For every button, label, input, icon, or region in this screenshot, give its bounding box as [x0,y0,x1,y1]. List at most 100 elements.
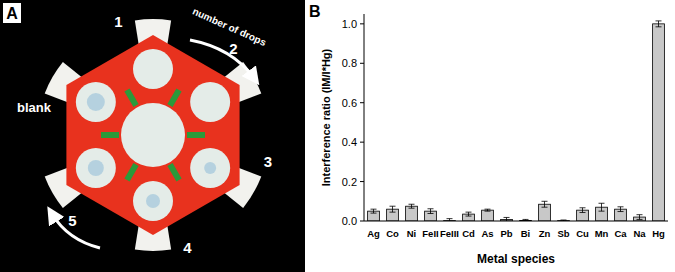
error-cap [637,214,643,215]
spot-label: 5 [68,212,76,229]
error-bar [485,209,491,211]
error-stem [373,209,374,213]
x-tick-label: FeIII [440,228,459,239]
arrow [190,40,254,78]
error-bar [428,209,434,214]
y-tick-label: 0.8 [342,57,357,69]
x-axis [364,221,668,222]
error-cap [580,212,586,213]
error-cap [409,204,415,205]
blue-spot [204,162,216,174]
error-stem [544,201,545,207]
x-tick-label: Mn [595,228,609,239]
detection-zone [76,82,116,122]
error-stem [430,209,431,214]
x-tick-label: Ni [407,228,417,239]
panel-a: 12345blanknumber of dropsA [0,0,305,272]
error-stem [411,204,412,208]
bar [653,24,665,221]
error-stem [582,208,583,213]
error-stem [468,212,469,216]
panel-label-box [3,3,21,23]
error-cap [542,207,548,208]
error-cap [599,203,605,204]
error-cap [428,213,434,214]
error-stem [392,206,393,212]
error-stem [601,203,602,211]
channel [187,132,205,138]
spot-label: 4 [183,239,192,256]
error-cap [618,211,624,212]
x-tick-label: Na [633,228,646,239]
error-cap [637,219,643,220]
x-axis-title: Metal species [477,252,555,266]
hexagon [66,35,239,235]
bar [406,206,418,221]
error-cap [618,206,624,207]
error-cap [447,218,453,219]
y-tick-label: 0.4 [342,136,357,148]
y-tick-label: 0.0 [342,215,357,227]
detection-zone [190,148,230,188]
error-cap [542,201,548,202]
y-tick-label: 0.2 [342,176,357,188]
y-axis-title: Interference ratio (IM/I*Hg) [320,48,332,186]
bars [368,21,665,221]
spot-label: 3 [264,153,272,170]
error-cap [390,206,396,207]
bar [482,210,494,221]
detection-zone [76,148,116,188]
x-tick-label: Bi [521,228,531,239]
x-tick-label: Zn [539,228,551,239]
detection-zone [133,181,173,221]
error-cap [390,212,396,213]
x-tick-label: Pb [500,228,512,239]
detection-zone [133,49,173,89]
x-tick-label: Ca [614,228,627,239]
error-cap [485,209,491,210]
x-tick-label: Hg [652,228,665,239]
error-stem [658,21,659,27]
error-bar [466,212,472,216]
figure: 12345blanknumber of dropsAB0.00.20.40.60… [0,0,675,272]
error-cap [599,211,605,212]
photo-background [0,0,305,272]
x-tick-label: Cu [576,228,589,239]
x-tick-label: Ag [367,228,380,239]
channel [170,164,179,180]
error-bar [637,215,643,220]
error-bar [504,217,510,221]
error-stem [639,215,640,220]
y-tick-label: 0.6 [342,97,357,109]
panel-label: A [6,5,18,22]
error-bar [371,209,377,213]
x-tick-label: FeII [422,228,438,239]
canvas: 12345blanknumber of dropsAB0.00.20.40.60… [0,0,675,272]
blue-spot [87,93,105,111]
error-bar [656,21,662,27]
y-tick [360,102,364,103]
arrow [52,214,100,248]
error-cap [504,217,510,218]
error-cap [656,20,662,21]
blank-label: blank [17,100,52,115]
error-bar [599,203,605,211]
y-tick [360,142,364,143]
error-cap [371,213,377,214]
error-cap [561,220,567,221]
error-cap [466,216,472,217]
error-cap [466,212,472,213]
error-bar [618,207,624,212]
error-cap [428,208,434,209]
spot-label: 1 [114,13,122,30]
error-stem [506,217,507,221]
detection-zone [190,82,230,122]
y-tick-label: 1.0 [342,18,357,30]
error-cap [523,219,529,220]
error-cap [580,207,586,208]
y-tick [360,181,364,182]
panel-label: B [309,3,321,20]
x-tick-label: Cd [462,228,475,239]
y-tick [360,63,364,64]
blue-spot [146,194,160,208]
